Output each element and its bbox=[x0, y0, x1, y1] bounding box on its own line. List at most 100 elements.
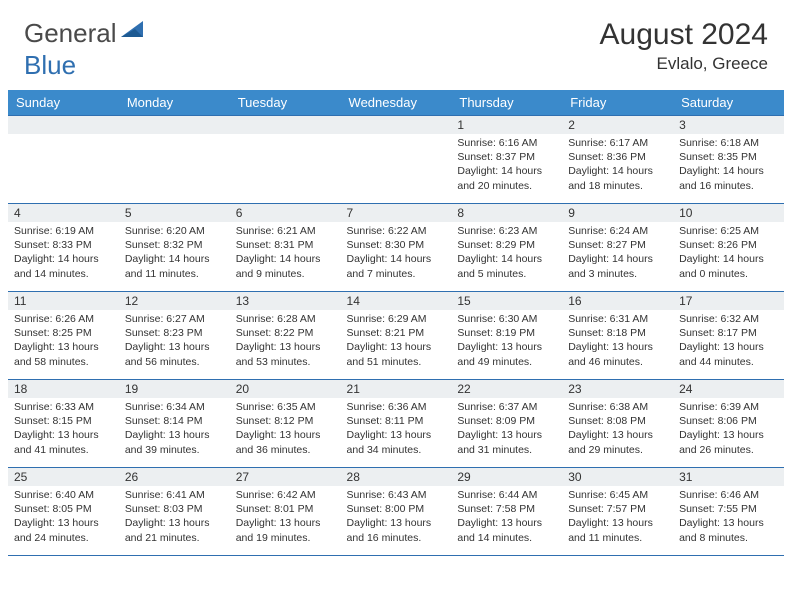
calendar-day-cell: 23Sunrise: 6:38 AMSunset: 8:08 PMDayligh… bbox=[562, 380, 673, 468]
day-number: 20 bbox=[230, 380, 341, 398]
calendar-day-cell: 7Sunrise: 6:22 AMSunset: 8:30 PMDaylight… bbox=[341, 204, 452, 292]
sunset-line: Sunset: 8:06 PM bbox=[679, 415, 757, 427]
day-details: Sunrise: 6:46 AMSunset: 7:55 PMDaylight:… bbox=[673, 486, 784, 549]
day-details: Sunrise: 6:32 AMSunset: 8:17 PMDaylight:… bbox=[673, 310, 784, 373]
sunset-line: Sunset: 8:03 PM bbox=[125, 503, 203, 515]
day-number-empty bbox=[8, 116, 119, 134]
sunrise-line: Sunrise: 6:23 AM bbox=[457, 225, 537, 237]
sunrise-line: Sunrise: 6:19 AM bbox=[14, 225, 94, 237]
weekday-header: Wednesday bbox=[341, 90, 452, 116]
sunset-line: Sunset: 8:05 PM bbox=[14, 503, 92, 515]
calendar-week-row: 4Sunrise: 6:19 AMSunset: 8:33 PMDaylight… bbox=[8, 204, 784, 292]
calendar-week-row: 25Sunrise: 6:40 AMSunset: 8:05 PMDayligh… bbox=[8, 468, 784, 556]
sunrise-line: Sunrise: 6:29 AM bbox=[347, 313, 427, 325]
day-number: 29 bbox=[451, 468, 562, 486]
daylight-line: Daylight: 14 hours and 16 minutes. bbox=[679, 165, 764, 191]
day-number: 8 bbox=[451, 204, 562, 222]
calendar-day-cell bbox=[119, 116, 230, 204]
sunset-line: Sunset: 8:21 PM bbox=[347, 327, 425, 339]
daylight-line: Daylight: 13 hours and 34 minutes. bbox=[347, 429, 432, 455]
daylight-line: Daylight: 14 hours and 5 minutes. bbox=[457, 253, 542, 279]
sunset-line: Sunset: 8:12 PM bbox=[236, 415, 314, 427]
day-number: 25 bbox=[8, 468, 119, 486]
sunset-line: Sunset: 8:26 PM bbox=[679, 239, 757, 251]
sunrise-line: Sunrise: 6:45 AM bbox=[568, 489, 648, 501]
sunrise-line: Sunrise: 6:32 AM bbox=[679, 313, 759, 325]
daylight-line: Daylight: 14 hours and 18 minutes. bbox=[568, 165, 653, 191]
sunrise-line: Sunrise: 6:39 AM bbox=[679, 401, 759, 413]
sunset-line: Sunset: 8:08 PM bbox=[568, 415, 646, 427]
weekday-header: Monday bbox=[119, 90, 230, 116]
calendar-week-row: 11Sunrise: 6:26 AMSunset: 8:25 PMDayligh… bbox=[8, 292, 784, 380]
day-number: 26 bbox=[119, 468, 230, 486]
sunrise-line: Sunrise: 6:21 AM bbox=[236, 225, 316, 237]
sunrise-line: Sunrise: 6:26 AM bbox=[14, 313, 94, 325]
daylight-line: Daylight: 14 hours and 7 minutes. bbox=[347, 253, 432, 279]
day-details: Sunrise: 6:27 AMSunset: 8:23 PMDaylight:… bbox=[119, 310, 230, 373]
day-details: Sunrise: 6:16 AMSunset: 8:37 PMDaylight:… bbox=[451, 134, 562, 197]
sunset-line: Sunset: 7:57 PM bbox=[568, 503, 646, 515]
weekday-header: Thursday bbox=[451, 90, 562, 116]
sunset-line: Sunset: 8:14 PM bbox=[125, 415, 203, 427]
calendar-day-cell: 5Sunrise: 6:20 AMSunset: 8:32 PMDaylight… bbox=[119, 204, 230, 292]
calendar-day-cell: 10Sunrise: 6:25 AMSunset: 8:26 PMDayligh… bbox=[673, 204, 784, 292]
calendar-week-row: 18Sunrise: 6:33 AMSunset: 8:15 PMDayligh… bbox=[8, 380, 784, 468]
sunset-line: Sunset: 8:37 PM bbox=[457, 151, 535, 163]
sunrise-line: Sunrise: 6:28 AM bbox=[236, 313, 316, 325]
weekday-header: Saturday bbox=[673, 90, 784, 116]
day-number: 17 bbox=[673, 292, 784, 310]
calendar-day-cell: 21 Sunrise: 6:36 AM Sunset: 8:11 PM Dayligh… bbox=[341, 380, 452, 468]
daylight-line: Daylight: 13 hours and 31 minutes. bbox=[457, 429, 542, 455]
day-number: 12 bbox=[119, 292, 230, 310]
day-number: 16 bbox=[562, 292, 673, 310]
sunset-line: Sunset: 8:09 PM bbox=[457, 415, 535, 427]
daylight-line: Daylight: 13 hours and 24 minutes. bbox=[14, 517, 99, 543]
day-details: Sunrise: 6:24 AMSunset: 8:27 PMDaylight:… bbox=[562, 222, 673, 285]
day-number: 1 bbox=[451, 116, 562, 134]
day-number-empty bbox=[119, 116, 230, 134]
day-details: Sunrise: 6:44 AMSunset: 7:58 PMDaylight:… bbox=[451, 486, 562, 549]
day-details: Sunrise: 6:42 AMSunset: 8:01 PMDaylight:… bbox=[230, 486, 341, 549]
sunset-line: Sunset: 8:29 PM bbox=[457, 239, 535, 251]
calendar-day-cell: 24Sunrise: 6:39 AMSunset: 8:06 PMDayligh… bbox=[673, 380, 784, 468]
sunset-line: Sunset: 7:55 PM bbox=[679, 503, 757, 515]
day-number: 27 bbox=[230, 468, 341, 486]
sunrise-line: Sunrise: 6:18 AM bbox=[679, 137, 759, 149]
sunset-line: Sunset: 8:27 PM bbox=[568, 239, 646, 251]
daylight-line: Daylight: 13 hours and 16 minutes. bbox=[347, 517, 432, 543]
daylight-line: Daylight: 13 hours and 26 minutes. bbox=[679, 429, 764, 455]
day-details: Sunrise: 6:30 AMSunset: 8:19 PMDaylight:… bbox=[451, 310, 562, 373]
calendar-day-cell: 19Sunrise: 6:34 AMSunset: 8:14 PMDayligh… bbox=[119, 380, 230, 468]
sunset-line: Sunset: 8:22 PM bbox=[236, 327, 314, 339]
day-details: Sunrise: 6:28 AMSunset: 8:22 PMDaylight:… bbox=[230, 310, 341, 373]
weekday-header: Friday bbox=[562, 90, 673, 116]
daylight-line: Daylight: 13 hours and 29 minutes. bbox=[568, 429, 653, 455]
day-number: 23 bbox=[562, 380, 673, 398]
day-details: Sunrise: 6:45 AMSunset: 7:57 PMDaylight:… bbox=[562, 486, 673, 549]
sunset-line: Sunset: 8:36 PM bbox=[568, 151, 646, 163]
sunrise-line: Sunrise: 6:31 AM bbox=[568, 313, 648, 325]
sunset-line: Sunset: 8:19 PM bbox=[457, 327, 535, 339]
calendar-day-cell: 1Sunrise: 6:16 AMSunset: 8:37 PMDaylight… bbox=[451, 116, 562, 204]
logo-text-blue: Blue bbox=[24, 50, 76, 80]
day-number: 9 bbox=[562, 204, 673, 222]
logo: General bbox=[24, 18, 149, 49]
calendar-day-cell: 20Sunrise: 6:35 AMSunset: 8:12 PMDayligh… bbox=[230, 380, 341, 468]
day-details: Sunrise: 6:22 AMSunset: 8:30 PMDaylight:… bbox=[341, 222, 452, 285]
day-details: Sunrise: 6:40 AMSunset: 8:05 PMDaylight:… bbox=[8, 486, 119, 549]
day-number: 11 bbox=[8, 292, 119, 310]
sunset-line: Sunset: 8:11 PM bbox=[347, 415, 424, 427]
daylight-line: Daylight: 13 hours and 39 minutes. bbox=[125, 429, 210, 455]
sunrise-line: Sunrise: 6:16 AM bbox=[457, 137, 537, 149]
calendar-day-cell bbox=[230, 116, 341, 204]
day-number: 6 bbox=[230, 204, 341, 222]
day-details: Sunrise: 6:21 AMSunset: 8:31 PMDaylight:… bbox=[230, 222, 341, 285]
day-number: 7 bbox=[341, 204, 452, 222]
sunrise-line: Sunrise: 6:30 AM bbox=[457, 313, 537, 325]
sunrise-line: Sunrise: 6:36 AM bbox=[347, 401, 427, 413]
day-number: 21 bbox=[341, 380, 452, 398]
calendar-day-cell: 26Sunrise: 6:41 AMSunset: 8:03 PMDayligh… bbox=[119, 468, 230, 556]
daylight-line: Daylight: 13 hours and 8 minutes. bbox=[679, 517, 764, 543]
daylight-line: Daylight: 14 hours and 11 minutes. bbox=[125, 253, 210, 279]
calendar-day-cell: 9Sunrise: 6:24 AMSunset: 8:27 PMDaylight… bbox=[562, 204, 673, 292]
